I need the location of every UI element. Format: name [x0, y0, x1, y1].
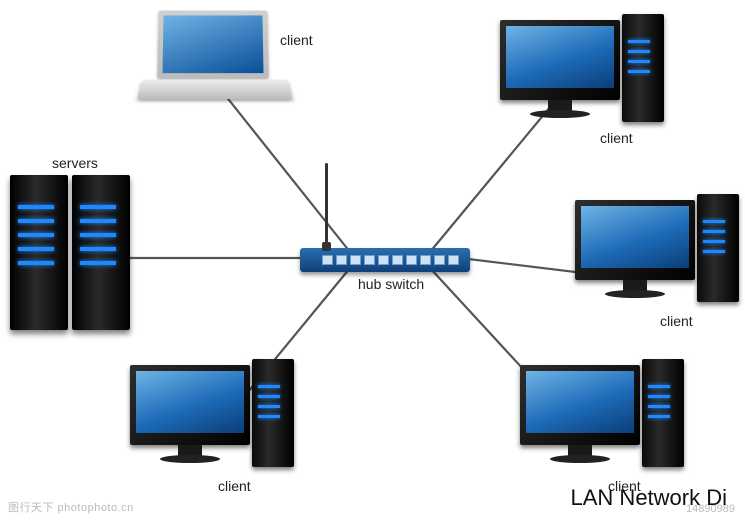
laptop-screen-icon: [157, 11, 268, 79]
lan-network-diagram: hub switch servers client client client …: [0, 0, 745, 521]
client-laptop-node: [140, 10, 290, 110]
hub-switch: [300, 248, 470, 272]
servers-label: servers: [52, 155, 98, 171]
client-br-node: [520, 365, 690, 485]
antenna-icon: [325, 163, 328, 248]
server-rack-icon: [72, 175, 130, 330]
hub-label: hub switch: [358, 276, 424, 292]
client-mr-node: [575, 200, 745, 320]
server-rack-icon: [10, 175, 68, 330]
client-label-bl: client: [218, 478, 251, 494]
diagram-title: LAN Network Di: [571, 485, 727, 511]
watermark-text: 图行天下 photophoto.cn: [8, 499, 134, 515]
laptop-keyboard-icon: [137, 80, 292, 100]
client-label-laptop: client: [280, 32, 313, 48]
hub-ports: [322, 255, 459, 265]
client-bl-node: [130, 365, 300, 485]
client-tr-node: [500, 20, 670, 140]
servers-node: [10, 175, 140, 330]
client-label-tr: client: [600, 130, 633, 146]
client-label-mr: client: [660, 313, 693, 329]
